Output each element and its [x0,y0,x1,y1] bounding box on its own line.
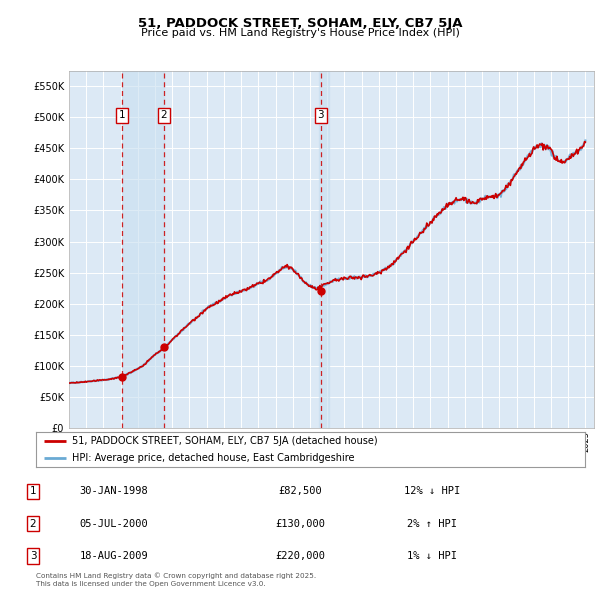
Text: £220,000: £220,000 [275,551,325,561]
Text: 2: 2 [29,519,37,529]
Text: Price paid vs. HM Land Registry's House Price Index (HPI): Price paid vs. HM Land Registry's House … [140,28,460,38]
Text: 2: 2 [161,110,167,120]
Text: Contains HM Land Registry data © Crown copyright and database right 2025.: Contains HM Land Registry data © Crown c… [36,573,316,579]
Text: This data is licensed under the Open Government Licence v3.0.: This data is licensed under the Open Gov… [36,581,266,587]
Text: 30-JAN-1998: 30-JAN-1998 [80,486,148,496]
Text: 1% ↓ HPI: 1% ↓ HPI [407,551,457,561]
Text: 12% ↓ HPI: 12% ↓ HPI [404,486,460,496]
Text: £130,000: £130,000 [275,519,325,529]
Text: 1: 1 [119,110,125,120]
Text: 18-AUG-2009: 18-AUG-2009 [80,551,148,561]
Bar [122,71,164,428]
Text: 51, PADDOCK STREET, SOHAM, ELY, CB7 5JA: 51, PADDOCK STREET, SOHAM, ELY, CB7 5JA [138,17,462,30]
Text: 3: 3 [317,110,324,120]
Text: HPI: Average price, detached house, East Cambridgeshire: HPI: Average price, detached house, East… [71,454,354,463]
Text: 2% ↑ HPI: 2% ↑ HPI [407,519,457,529]
Text: 05-JUL-2000: 05-JUL-2000 [80,519,148,529]
Text: 3: 3 [29,551,37,561]
Text: 51, PADDOCK STREET, SOHAM, ELY, CB7 5JA (detached house): 51, PADDOCK STREET, SOHAM, ELY, CB7 5JA … [71,436,377,445]
Text: £82,500: £82,500 [278,486,322,496]
Text: 1: 1 [29,486,37,496]
Bar [319,71,329,428]
